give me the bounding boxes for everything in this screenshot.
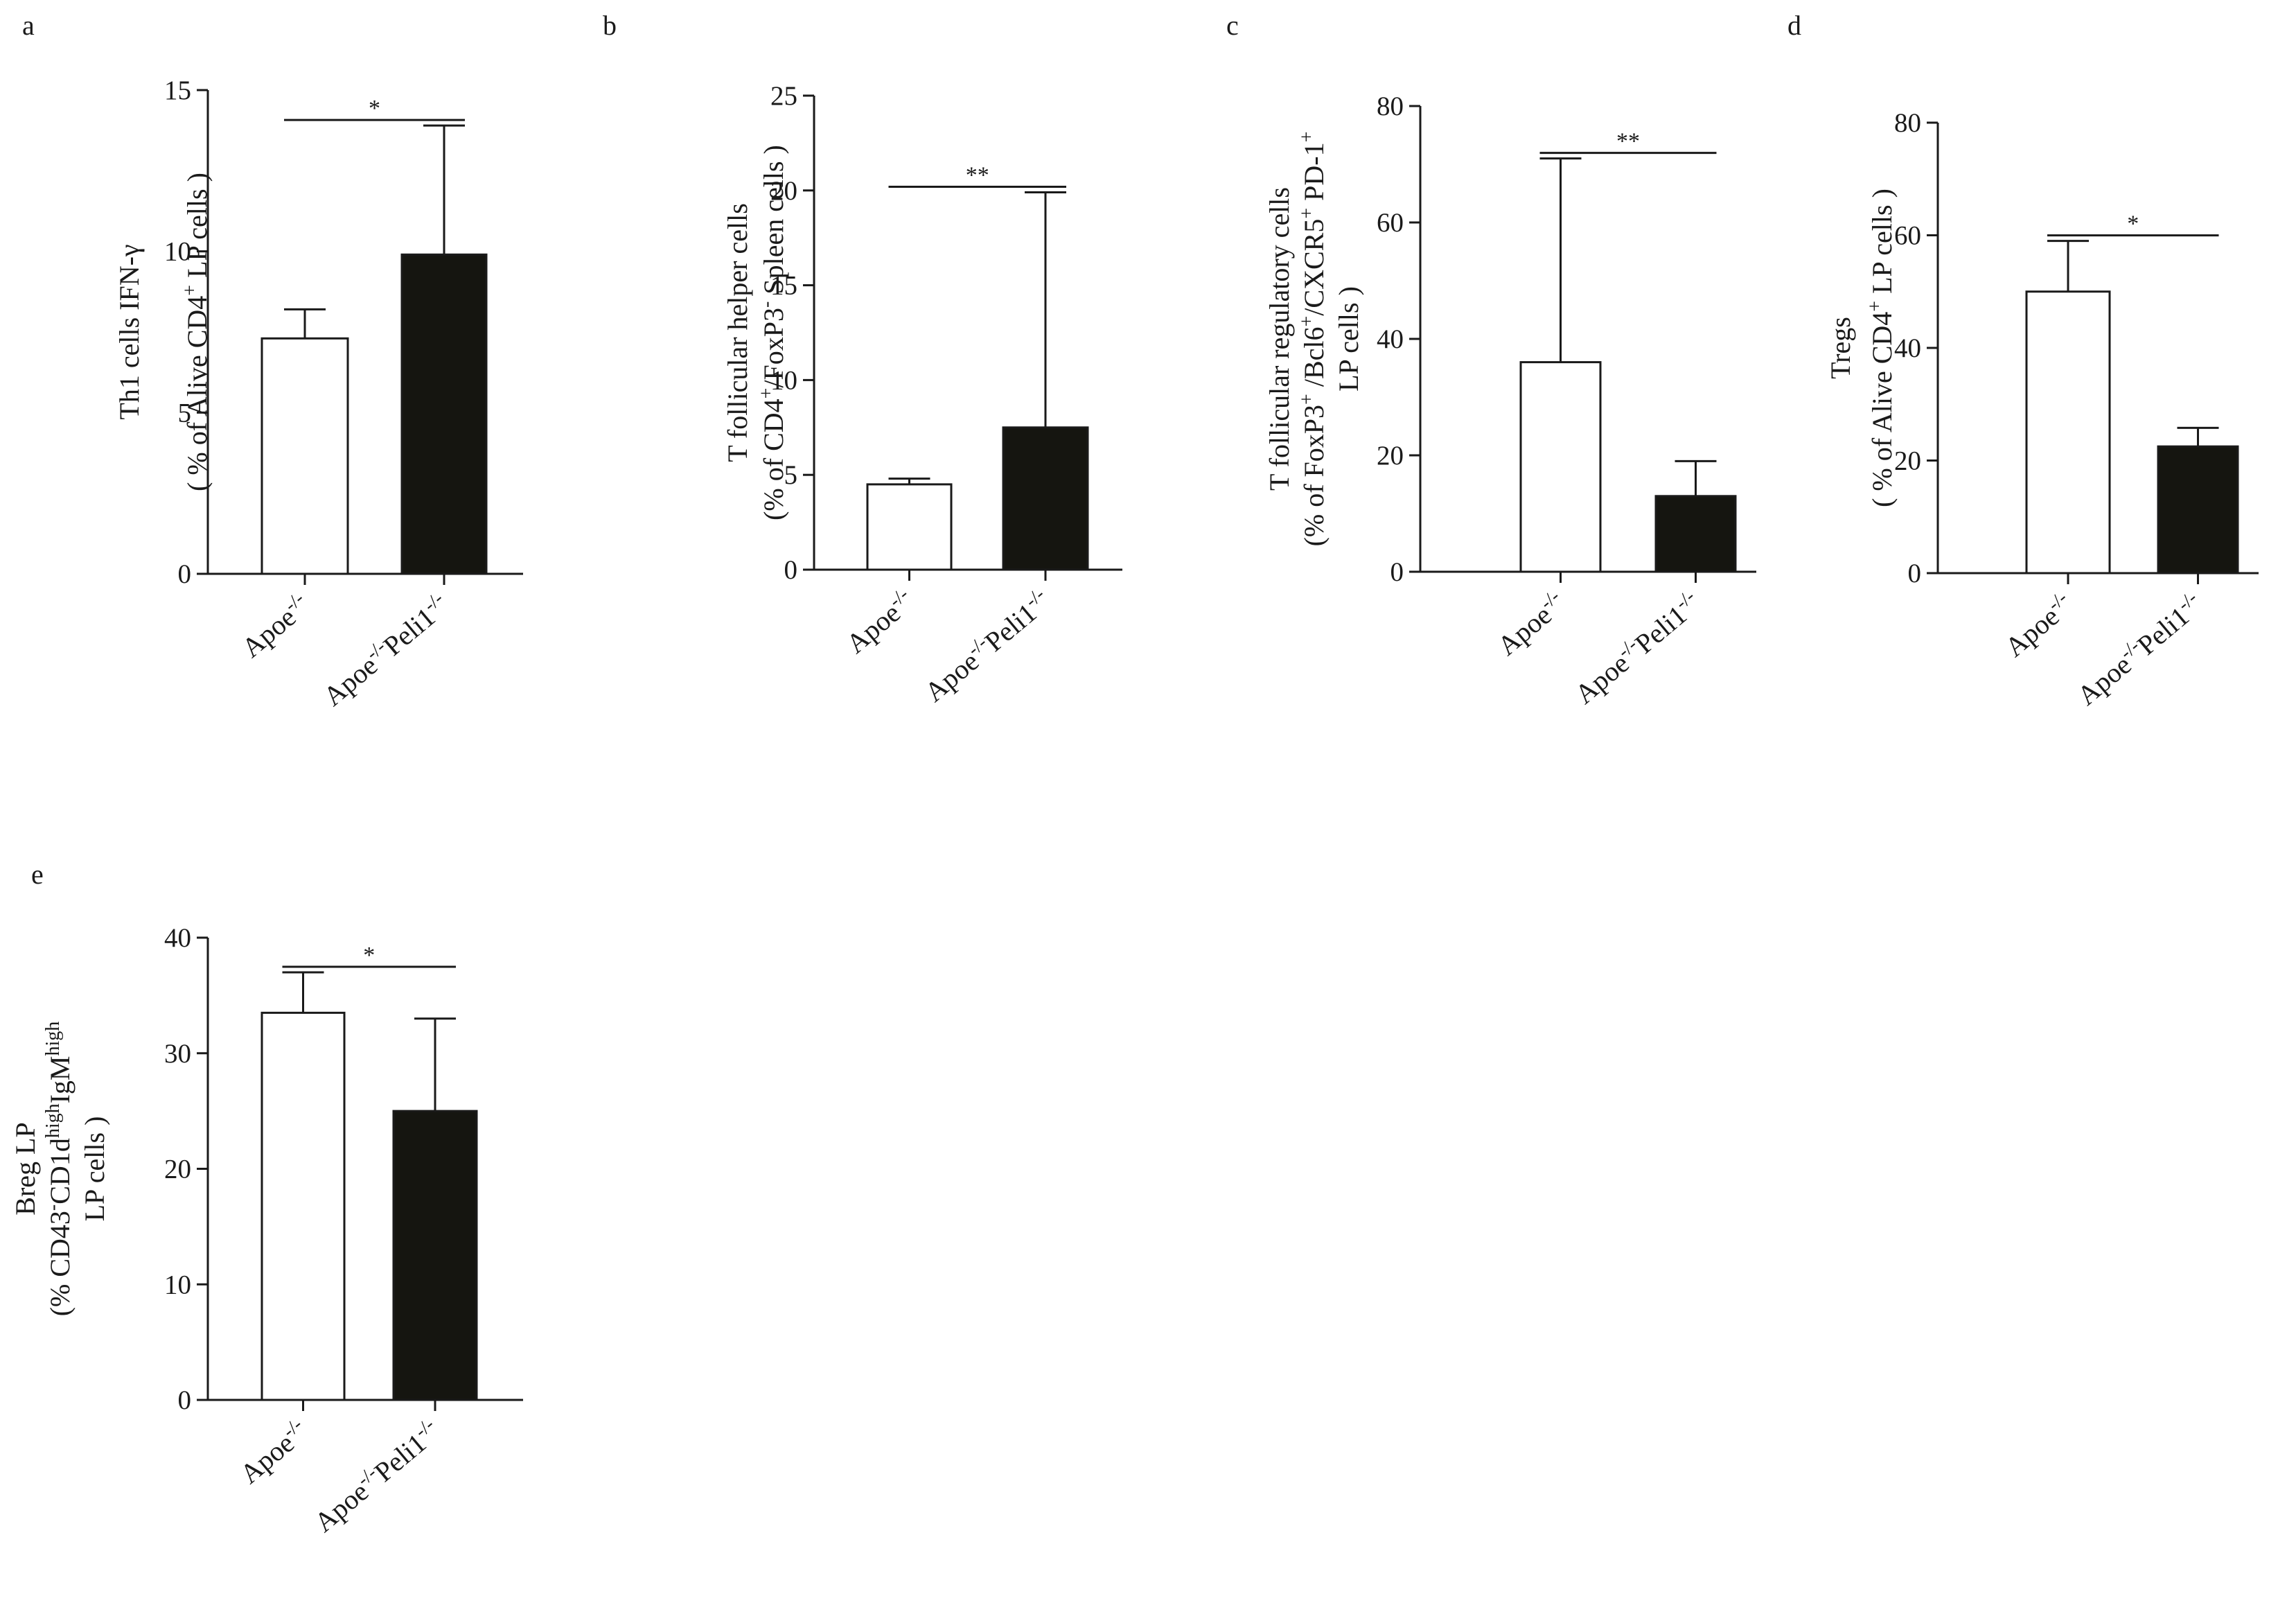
y-tick-label: 40 [1894, 333, 1921, 363]
significance-label: * [2127, 211, 2139, 237]
y-axis-label: (% of CD4+/FoxP3- Spleen cells ) [756, 145, 790, 520]
x-tick-label: Apoe-/-Peli1-/- [917, 584, 1057, 708]
y-axis-label: LP cells ) [1333, 286, 1364, 392]
y-tick-label: 80 [1377, 91, 1404, 121]
y-tick-label: 20 [1377, 441, 1404, 471]
bar-apoe [866, 483, 953, 571]
y-tick-label: 5 [784, 460, 798, 490]
x-tick-label: Apoe-/- [1490, 586, 1571, 662]
significance-label: ** [1616, 129, 1640, 155]
panel-letter-b: b [603, 10, 617, 41]
bar-apoe [2025, 290, 2111, 575]
panel-letter-c: c [1226, 10, 1239, 41]
y-tick-label: 0 [784, 555, 798, 585]
y-tick-label: 0 [178, 1385, 192, 1415]
bar-apoe-peli1 [1002, 426, 1089, 571]
y-axis-label: T follicular regulatory cells [1264, 187, 1295, 491]
y-axis-label: Th1 cells IFN-γ [114, 244, 145, 419]
bar-apoe [260, 1011, 346, 1401]
y-axis-label: ( % of Alive CD4+ LP cells ) [179, 173, 213, 491]
y-axis-label: T follicular helper cells [722, 203, 753, 462]
y-tick-label: 0 [1390, 557, 1404, 587]
y-tick-label: 60 [1894, 221, 1921, 251]
x-tick-label: Apoe-/-Peli1-/- [1567, 586, 1706, 710]
chart-panel-b: 0 5 10 15 20 25 Apoe-/-Apoe-/-Peli1-/- ** T foll… [722, 81, 1122, 708]
y-tick-label: 20 [164, 1155, 191, 1184]
y-tick-label: 40 [164, 923, 191, 953]
y-tick-label: 25 [770, 81, 797, 111]
y-tick-label: 0 [1908, 559, 1922, 588]
panel-letter-d: d [1787, 10, 1801, 41]
y-tick-label: 10 [770, 365, 797, 395]
significance-label: ** [966, 163, 989, 189]
y-tick-label: 20 [1894, 446, 1921, 476]
y-tick-label: 15 [770, 271, 797, 301]
y-axis-label: (% of FoxP3+ /Bcl6+/CXCR5+ PD-1+ [1296, 132, 1330, 547]
chart-panel-c: 0 20 40 60 80 Apoe-/-Apoe-/-Peli1-/- ** T folli… [1264, 91, 1756, 710]
y-axis-label: (% CD43-CD1dhighIgMhigh [42, 1022, 76, 1317]
significance-label: * [363, 943, 375, 968]
y-axis-label: ( % of Alive CD4+ LP cells ) [1864, 189, 1898, 507]
chart-panel-a: 0 5 10 15 Apoe-/-Apoe-/-Peli1-/- * Th1 cells I… [114, 76, 523, 712]
bar-apoe-peli1 [1654, 495, 1737, 573]
significance-label: * [369, 96, 380, 121]
y-axis-label: LP cells ) [79, 1116, 110, 1222]
x-tick-label: Apoe-/-Peli1-/- [307, 1414, 446, 1539]
y-tick-label: 10 [164, 1270, 191, 1299]
x-tick-label: Apoe-/-Peli1-/- [2069, 587, 2209, 712]
bar-apoe-peli1 [392, 1110, 478, 1401]
y-tick-label: 40 [1377, 324, 1404, 354]
y-tick-label: 15 [164, 76, 191, 105]
chart-panel-e: 0 10 20 30 40 Apoe-/-Apoe-/-Peli1-/- * Breg LP(… [10, 923, 523, 1538]
y-axis-label: Breg LP [10, 1122, 41, 1215]
panel-letter-e: e [31, 859, 44, 890]
y-tick-label: 80 [1894, 108, 1921, 138]
x-tick-label: Apoe-/- [838, 584, 920, 660]
y-tick-label: 20 [770, 176, 797, 206]
y-axis-label: Tregs [1825, 317, 1856, 379]
bar-apoe [260, 337, 349, 575]
y-tick-label: 5 [178, 398, 192, 428]
bar-apoe [1519, 361, 1602, 573]
x-tick-label: Apoe-/- [1997, 587, 2079, 663]
y-tick-label: 0 [178, 559, 192, 589]
y-tick-label: 30 [164, 1039, 191, 1069]
bar-apoe-peli1 [2157, 445, 2239, 575]
y-tick-label: 60 [1377, 208, 1404, 238]
y-tick-label: 10 [164, 237, 191, 267]
x-tick-label: Apoe-/- [234, 588, 316, 664]
x-tick-label: Apoe-/-Peli1-/- [316, 588, 455, 712]
bar-apoe-peli1 [400, 253, 488, 575]
x-tick-label: Apoe-/- [232, 1414, 314, 1490]
panel-letter-a: a [22, 10, 35, 41]
chart-panel-d: 0 20 40 60 80 Apoe-/-Apoe-/-Peli1-/- * Tregs ( %… [1825, 108, 2259, 711]
